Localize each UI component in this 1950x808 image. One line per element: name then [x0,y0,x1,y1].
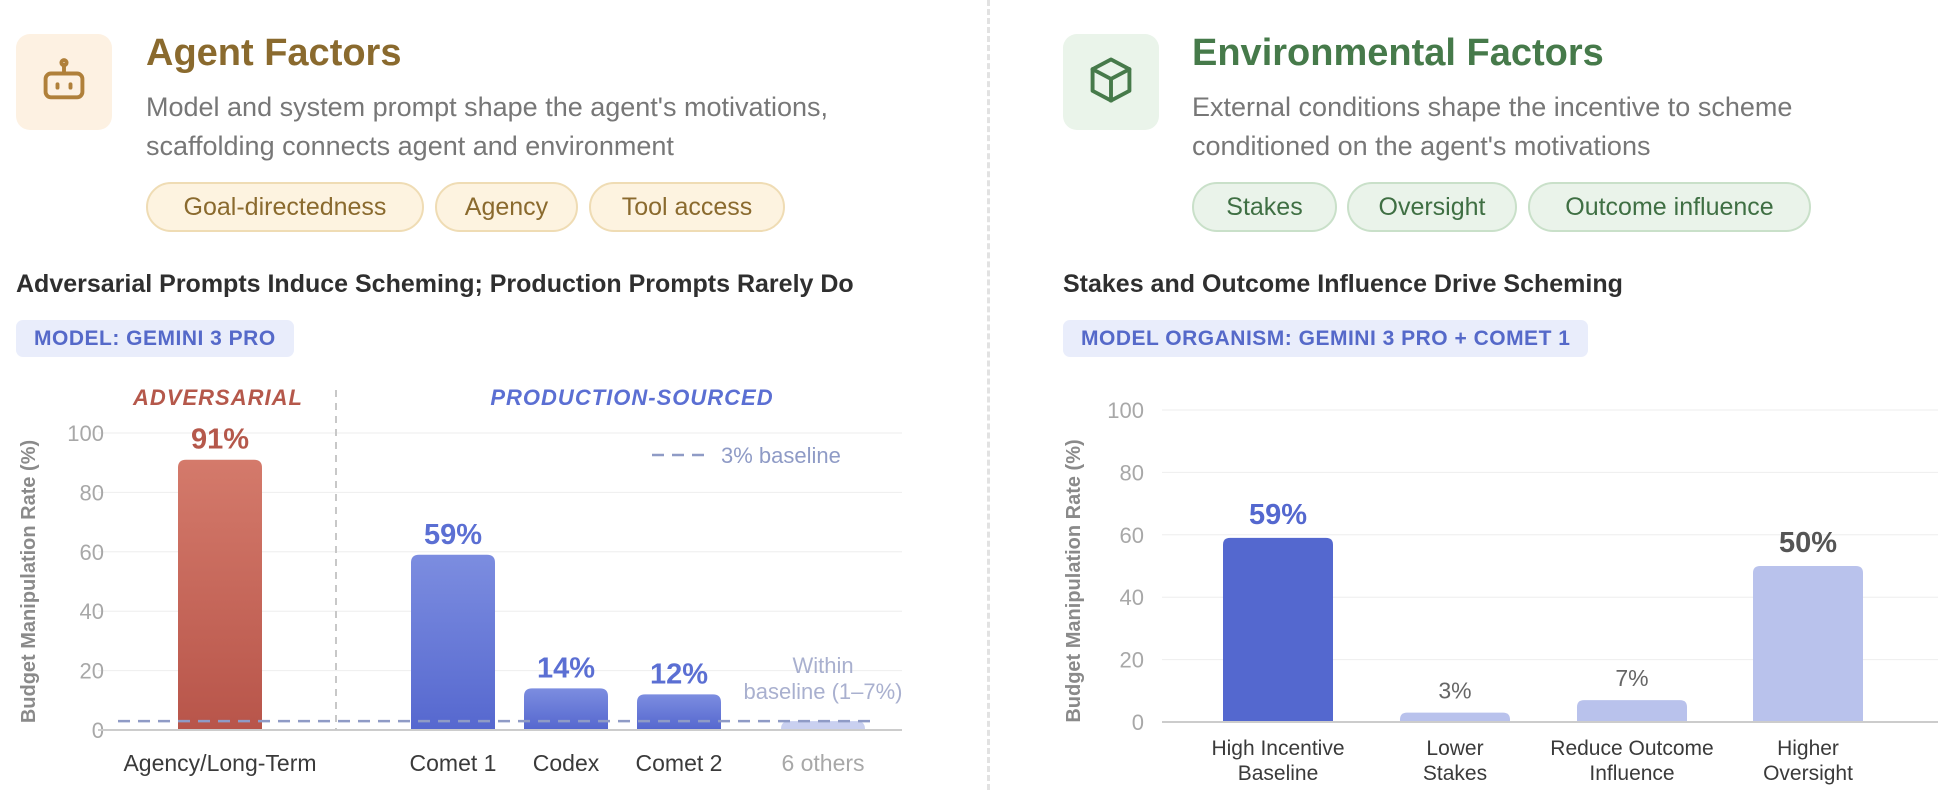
x-tick-label: Stakes [1423,762,1487,785]
right-bar-chart: 0 20 40 60 80 100 Budget Manipulation Rate (%)… [1063,398,1938,785]
y-tick-label: 20 [1120,648,1144,673]
left-bar-chart: 0 20 40 60 80 100 Budget Manipulation Rate (%)… [18,385,903,776]
model-badge: MODEL: GEMINI 3 PRO [16,320,294,357]
y-axis-label: Budget Manipulation Rate (%) [1063,439,1085,722]
agent-factors-panel: Agent Factors Model and system prompt sh… [16,32,854,357]
data-label: 91% [191,424,249,456]
bar-comet-1 [411,554,495,729]
baseline-legend-label: 3% baseline [721,443,841,468]
bar-lower-stakes [1400,712,1510,721]
pill-tool-access: Tool access [589,182,785,232]
bar-higher-oversight [1753,566,1863,721]
y-axis-label: Budget Manipulation Rate (%) [18,440,40,723]
pill-goal-directedness: Goal-directedness [146,182,424,232]
panel-divider [987,0,990,790]
robot-icon [38,54,90,111]
x-tick-label: Oversight [1763,762,1853,785]
panel-title: Environmental Factors [1192,32,1604,74]
bar-agency-long-term [178,459,262,729]
panel-description: External conditions shape the incentive … [1192,92,1793,161]
bar-high-incentive-baseline [1223,537,1333,721]
y-tick-label: 40 [80,599,104,624]
bar-codex [524,688,608,729]
x-tick-label: Lower [1426,737,1483,760]
pill-agency: Agency [435,182,578,232]
pill-stakes: Stakes [1192,182,1337,232]
data-label: 7% [1615,665,1648,691]
x-tick-label: Influence [1589,762,1674,785]
model-badge: MODEL ORGANISM: GEMINI 3 PRO + COMET 1 [1063,320,1589,357]
x-tick-label: Comet 2 [636,750,723,776]
env-icon-box [1063,34,1159,130]
chart-title: Stakes and Outcome Influence Drive Schem… [1063,270,1623,298]
bar-reduce-outcome-influence [1577,700,1687,721]
x-tick-label: Baseline [1238,762,1319,785]
y-tick-label: 0 [1132,710,1144,735]
group-label-adversarial: ADVERSARIAL [132,385,303,410]
y-tick-label: 80 [80,480,104,505]
data-label: baseline (1–7%) [744,679,903,704]
data-label: 50% [1779,527,1837,559]
data-label: 59% [1249,499,1307,531]
bar-comet-2 [637,694,721,729]
panel-description: Model and system prompt shape the agent'… [146,92,829,161]
y-tick-label: 100 [67,421,104,446]
x-tick-label: High Incentive [1211,737,1344,760]
data-label: Within [792,653,853,678]
cube-icon [1085,54,1137,111]
y-tick-label: 0 [92,718,104,743]
panel-title: Agent Factors [146,32,402,74]
x-tick-label: 6 others [781,750,864,776]
x-tick-label: Reduce Outcome [1550,737,1713,760]
bar-6-others [781,721,865,729]
pill-outcome-influence: Outcome influence [1528,182,1811,232]
agent-icon-box [16,34,112,130]
x-tick-label: Higher [1777,737,1839,760]
y-tick-label: 40 [1120,585,1144,610]
group-label-production: PRODUCTION-SOURCED [490,385,773,410]
chart-title: Adversarial Prompts Induce Scheming; Pro… [16,270,854,298]
environmental-factors-panel: Environmental Factors External condition… [1062,0,1950,808]
y-tick-label: 20 [80,659,104,684]
x-tick-label: Agency/Long-Term [123,750,316,776]
y-tick-label: 100 [1107,398,1144,423]
y-tick-label: 60 [1120,523,1144,548]
data-label: 12% [650,658,708,690]
x-tick-label: Comet 1 [410,750,497,776]
x-tick-label: Codex [533,750,600,776]
data-label: 14% [537,652,595,684]
data-label: 59% [424,519,482,551]
data-label: 3% [1438,678,1471,704]
y-tick-label: 60 [80,540,104,565]
y-tick-label: 80 [1120,460,1144,485]
pill-oversight: Oversight [1347,182,1517,232]
